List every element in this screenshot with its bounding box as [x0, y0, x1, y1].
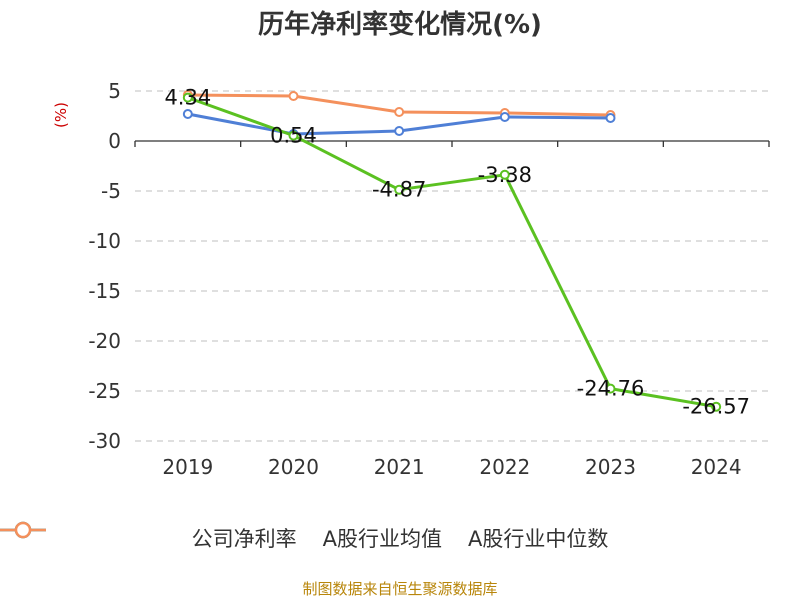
gridlines: [135, 90, 769, 442]
x-tick-label: 2020: [268, 455, 319, 479]
legend-symbol-industry-median: [0, 521, 46, 539]
y-tick-label: -20: [88, 329, 121, 353]
y-tick-label: -15: [88, 279, 121, 303]
y-tick-label: -30: [88, 429, 121, 453]
data-label: -3.38: [478, 163, 532, 187]
y-tick-label: 0: [108, 129, 121, 153]
data-point-1: [394, 126, 405, 136]
y-tick-label: -25: [88, 379, 121, 403]
legend-label-company: 公司净利率: [191, 527, 297, 551]
data-point-1: [605, 113, 616, 123]
legend: 公司净利率 A股行业均值 A股行业中位数: [0, 520, 800, 556]
data-point-1: [499, 112, 510, 122]
data-point-2: [288, 91, 299, 101]
y-tick-label: -10: [88, 229, 121, 253]
data-point-1: [182, 109, 193, 119]
data-point-0: [288, 130, 299, 141]
data-source-note: 制图数据来自恒生聚源数据库: [302, 580, 498, 598]
legend-item-industry-median[interactable]: A股行业中位数: [0, 521, 609, 553]
x-tick-label: 2023: [585, 455, 636, 479]
series-line-0: [187, 96, 717, 409]
data-label: -24.76: [577, 377, 645, 401]
legend-item-industry-mean[interactable]: A股行业均值: [0, 521, 442, 553]
y-tick-label: 5: [108, 79, 121, 103]
x-tick-label: 2019: [162, 455, 213, 479]
x-tick-label: 2022: [479, 455, 530, 479]
legend-label-industry-median: A股行业中位数: [468, 527, 609, 551]
data-label: 4.34: [164, 86, 211, 110]
x-tick-label: 2024: [691, 455, 742, 479]
data-labels: 4.34 0.54 -4.87 -3.38 -24.76 -26.57: [164, 86, 750, 419]
data-point-0: [499, 169, 510, 180]
legend-item-company[interactable]: 公司净利率: [0, 521, 297, 553]
data-point-0: [711, 401, 722, 412]
data-label: -4.87: [372, 178, 426, 202]
chart-title: 历年净利率变化情况(%): [258, 10, 542, 40]
data-point-2: [394, 107, 405, 117]
data-point-0: [605, 383, 616, 394]
data-label: -26.57: [682, 395, 750, 419]
axes: 5 0 -5 -10 -15 -20 -25 -30 2019 2020 2021 2022 2023 2…: [88, 79, 770, 479]
y-tick-label: -5: [101, 179, 121, 203]
data-label: 0.54: [270, 124, 317, 148]
data-point-0: [394, 184, 405, 195]
legend-label-industry-mean: A股行业均值: [322, 527, 442, 551]
x-tick-label: 2021: [374, 455, 425, 479]
data-point-0: [182, 92, 193, 103]
series-lines: [182, 90, 722, 412]
